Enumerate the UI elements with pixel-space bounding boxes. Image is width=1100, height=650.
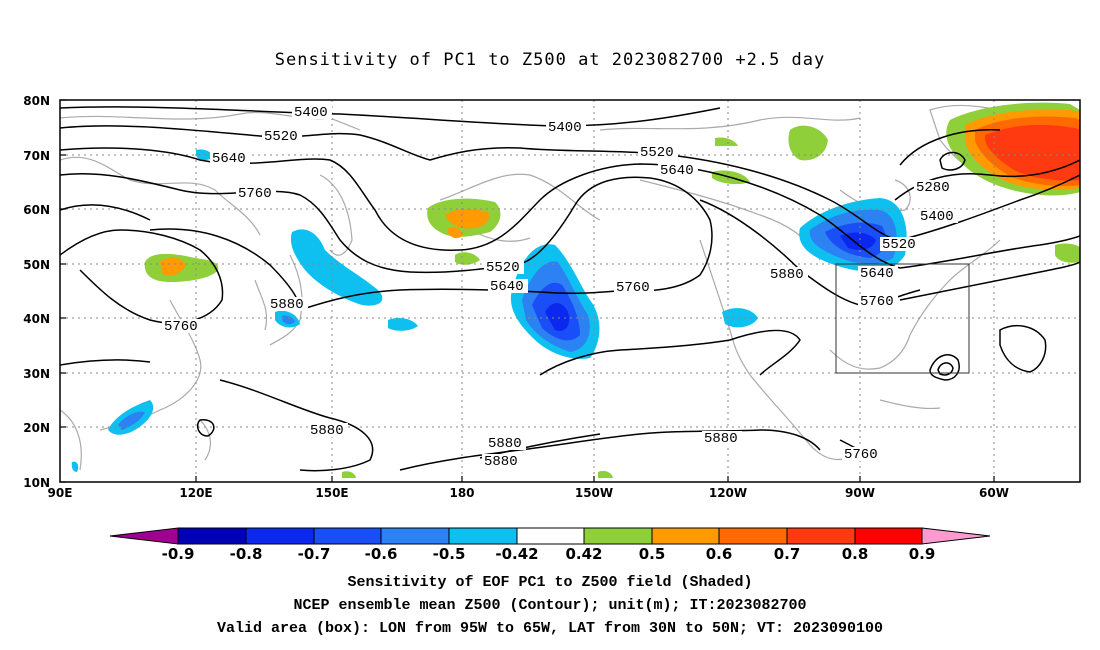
lat-label: 80N: [23, 94, 50, 108]
colorbar-label: 0.42: [565, 545, 602, 563]
lat-label: 30N: [23, 367, 50, 381]
contour-label: 5280: [916, 180, 950, 196]
contour-label: 5880: [270, 297, 304, 313]
colorbar-swatch: [313, 527, 382, 545]
lat-label: 10N: [23, 476, 50, 490]
colorbar-label: -0.6: [365, 545, 398, 563]
colorbar-swatch: [651, 527, 720, 545]
colorbar-labels: -0.9 -0.8 -0.7 -0.6 -0.5 -0.42 0.42 0.5 …: [162, 545, 936, 563]
contour-label: 5880: [488, 436, 522, 452]
colorbar-swatch: [583, 527, 653, 545]
colorbar-label: 0.8: [842, 545, 869, 563]
latitude-labels: 80N 70N 60N 50N 40N 30N 20N 10N: [23, 94, 50, 490]
contour-label: 5640: [860, 266, 894, 282]
contour-label: 5520: [486, 260, 520, 276]
colorbar-swatch: [854, 527, 923, 545]
colorbar-label: 0.6: [706, 545, 733, 563]
caption-valid-area: Valid area (box): LON from 95W to 65W, L…: [216, 620, 884, 637]
lon-label: 150W: [575, 486, 613, 500]
colorbar: [109, 527, 991, 545]
plot-title: Sensitivity of PC1 to Z500 at 2023082700…: [274, 50, 826, 70]
contour-label: 5760: [164, 319, 198, 335]
colorbar-label: -0.9: [162, 545, 195, 563]
lon-label: 60W: [979, 486, 1009, 500]
lon-label: 90E: [48, 486, 73, 500]
contour-labels: 5400 5400 5520 5640 5760 5760 5880 5520 …: [162, 105, 958, 470]
colorbar-swatch: [786, 527, 856, 545]
contour-label: 5640: [660, 163, 694, 179]
lat-label: 20N: [23, 421, 50, 435]
contour-label: 5760: [238, 186, 272, 202]
colorbar-label: -0.5: [433, 545, 466, 563]
colorbar-swatch: [718, 527, 788, 545]
contour-label: 5760: [860, 294, 894, 310]
contour-label: 5400: [294, 105, 328, 121]
lat-label: 60N: [23, 203, 50, 217]
lat-label: 50N: [23, 258, 50, 272]
contour-label: 5760: [844, 447, 878, 463]
contour-label: 5520: [882, 237, 916, 253]
lon-label: 120W: [709, 486, 747, 500]
contour-label: 5640: [212, 151, 246, 167]
lon-label: 150E: [315, 486, 348, 500]
longitude-labels: 90E 120E 150E 180 150W 120W 90W 60W: [48, 486, 1009, 500]
colorbar-swatch: [516, 527, 585, 545]
colorbar-swatch: [245, 527, 315, 545]
caption-shaded: Sensitivity of EOF PC1 to Z500 field (Sh…: [347, 574, 753, 591]
shade-neg-nwpacific: [290, 229, 383, 306]
lon-label: 180: [449, 486, 474, 500]
colorbar-label: -0.7: [298, 545, 331, 563]
colorbar-label: 0.7: [774, 545, 801, 563]
contour-label: 5880: [770, 267, 804, 283]
lon-label: 90W: [845, 486, 875, 500]
colorbar-swatch: [177, 527, 247, 545]
lat-label: 70N: [23, 149, 50, 163]
colorbar-swatch: [380, 527, 450, 545]
contour-label: 5880: [704, 431, 738, 447]
contour-label: 5400: [548, 120, 582, 136]
contour-label: 5400: [920, 209, 954, 225]
colorbar-neg-extend: [109, 527, 179, 545]
valid-area-box: [835, 263, 970, 374]
lat-label: 40N: [23, 312, 50, 326]
contour-label: 5760: [616, 280, 650, 296]
colorbar-label: 0.5: [639, 545, 666, 563]
colorbar-label: 0.9: [909, 545, 936, 563]
colorbar-pos-extend: [921, 527, 991, 545]
contour-label: 5880: [310, 423, 344, 439]
sensitivity-shading: [71, 102, 1080, 478]
colorbar-label: -0.8: [230, 545, 263, 563]
contour-label: 5640: [490, 279, 524, 295]
colorbar-swatch: [448, 527, 518, 545]
contour-label: 5880: [484, 454, 518, 470]
contour-label: 5520: [264, 129, 298, 145]
caption-contour: NCEP ensemble mean Z500 (Contour); unit(…: [293, 597, 807, 614]
contour-label: 5520: [640, 145, 674, 161]
colorbar-label: -0.42: [495, 545, 538, 563]
lon-label: 120E: [179, 486, 212, 500]
